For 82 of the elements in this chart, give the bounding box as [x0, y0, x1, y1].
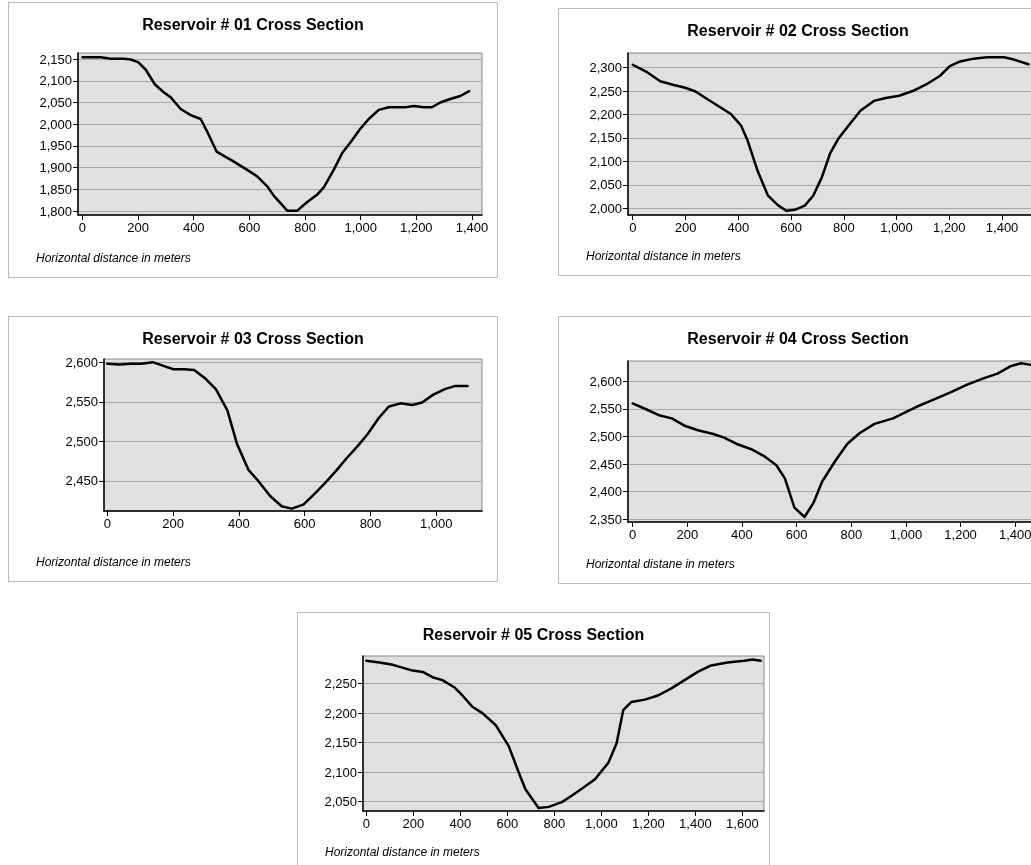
y-tick-label: 2,300: [589, 60, 622, 76]
y-tick-label: 2,550: [65, 394, 98, 410]
y-tick-label: 2,500: [589, 429, 622, 445]
x-tick-label: 0: [78, 220, 87, 235]
y-tick-label: 2,200: [324, 705, 357, 721]
y-tick-label: 2,250: [324, 676, 357, 692]
x-tick-label: 1,200: [933, 220, 966, 235]
x-tick-label: 600: [238, 220, 261, 235]
x-tick-label: 800: [359, 516, 382, 531]
y-tick-label: 2,350: [589, 511, 622, 527]
x-tick-label: 600: [785, 527, 808, 542]
y-tick-label: 2,200: [589, 107, 622, 123]
x-tick-label: 600: [496, 816, 519, 831]
line-series: [631, 55, 1030, 213]
y-tick-label: 2,150: [324, 735, 357, 751]
x-tick-label: 800: [832, 220, 855, 235]
x-tick-label: 200: [162, 516, 184, 531]
x-tick-label: 1,200: [400, 220, 433, 235]
y-tick-label: 2,600: [589, 373, 622, 389]
x-axis-title: Horizontal distance in meters: [36, 251, 191, 265]
y-tick-label: 1,950: [39, 138, 72, 154]
x-tick-label: 1,000: [585, 816, 618, 831]
x-tick-label: 400: [182, 220, 205, 235]
x-tick-label: 1,000: [880, 220, 913, 235]
x-tick-label: 600: [293, 516, 316, 531]
x-tick-label: 1,400: [679, 816, 712, 831]
x-tick-label: 800: [294, 220, 316, 235]
x-axis-title: Horizontal distance in meters: [36, 555, 191, 569]
y-tick-label: 2,400: [589, 484, 622, 500]
x-axis-title: Horizontal distance in meters: [325, 845, 480, 859]
y-tick-label: 2,100: [324, 764, 357, 780]
x-tick-label: 400: [449, 816, 472, 831]
x-tick-label: 200: [676, 527, 699, 542]
y-tick-label: 1,800: [39, 203, 72, 219]
x-tick-label: 800: [840, 527, 863, 542]
y-tick-label: 2,100: [39, 73, 72, 89]
chart-title: Reservoir # 02 Cross Section: [687, 21, 909, 39]
x-tick-label: 1,600: [726, 816, 759, 831]
chart-title: Reservoir # 04 Cross Section: [687, 329, 909, 347]
y-tick-label: 2,250: [589, 83, 622, 99]
x-tick-label: 400: [731, 527, 753, 542]
y-tick-label: 2,150: [39, 51, 72, 67]
line-series: [81, 56, 471, 212]
x-axis-title: Horizontal distane in meters: [586, 557, 735, 571]
x-tick-label: 200: [402, 816, 425, 831]
chart-title: Reservoir # 05 Cross Section: [422, 625, 645, 643]
y-tick-label: 2,000: [589, 200, 622, 216]
x-tick-label: 600: [780, 220, 802, 235]
x-tick-label: 1,400: [998, 527, 1031, 542]
y-tick-label: 2,450: [65, 473, 98, 489]
chart-title: Reservoir # 01 Cross Section: [142, 15, 364, 33]
chart-title: Reservoir # 03 Cross Section: [142, 329, 364, 347]
x-tick-label: 400: [727, 220, 750, 235]
y-tick-label: 2,500: [65, 433, 98, 449]
x-tick-label: 0: [362, 816, 370, 831]
x-tick-label: 1,000: [889, 527, 923, 542]
x-tick-label: 1,400: [985, 220, 1019, 235]
x-tick-label: 1,000: [420, 516, 453, 531]
x-tick-label: 0: [103, 516, 111, 531]
x-tick-label: 200: [127, 220, 149, 235]
y-tick-label: 1,900: [39, 160, 72, 176]
line-series: [631, 361, 1031, 519]
y-tick-label: 2,600: [65, 354, 98, 370]
y-tick-label: 2,150: [589, 130, 622, 146]
x-tick-label: 800: [543, 816, 566, 831]
y-tick-label: 2,100: [589, 153, 622, 169]
y-tick-label: 2,050: [589, 177, 622, 193]
y-tick-label: 2,050: [39, 95, 72, 111]
y-tick-label: 2,550: [589, 401, 622, 417]
x-tick-label: 1,400: [455, 220, 489, 235]
y-tick-label: 2,000: [39, 116, 72, 132]
x-tick-label: 1,200: [632, 816, 665, 831]
x-tick-label: 0: [629, 220, 637, 235]
x-tick-label: 400: [228, 516, 250, 531]
x-tick-label: 1,200: [944, 527, 977, 542]
x-tick-label: 0: [629, 527, 637, 542]
y-tick-label: 1,850: [39, 181, 72, 197]
x-axis-title: Horizontal distance in meters: [586, 249, 741, 263]
y-tick-label: 2,450: [589, 456, 622, 472]
x-tick-label: 200: [674, 220, 697, 235]
x-tick-label: 1,000: [344, 220, 377, 235]
y-tick-label: 2,050: [324, 794, 357, 810]
